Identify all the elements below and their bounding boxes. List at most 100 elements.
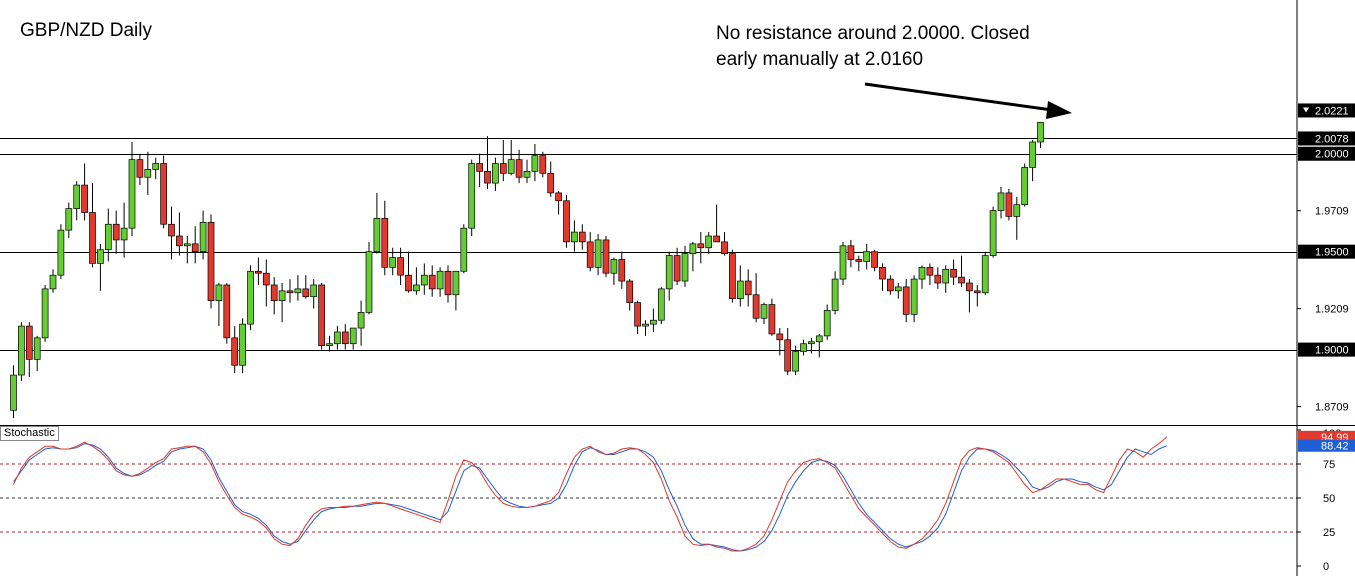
candle-body — [144, 169, 152, 178]
candle — [191, 226, 199, 264]
candle — [610, 257, 618, 285]
candle-body — [25, 325, 33, 360]
candle-body — [705, 235, 713, 249]
level-label: 2.0000 — [1315, 149, 1349, 161]
candle-body — [239, 323, 246, 366]
candle-body — [73, 184, 81, 209]
candle-body — [942, 268, 950, 284]
candle — [650, 308, 657, 332]
candle — [120, 202, 128, 258]
candle-body — [855, 259, 863, 262]
candle-body — [436, 270, 444, 290]
candle — [736, 265, 744, 307]
candle-body — [10, 374, 17, 411]
candle — [973, 284, 981, 307]
indicator-label: Stochastic — [0, 426, 59, 441]
candle — [452, 270, 460, 311]
candle — [499, 140, 507, 182]
candle — [112, 210, 120, 254]
candle-body — [152, 163, 160, 170]
candle-body — [800, 343, 807, 352]
candle — [673, 247, 681, 285]
candle-body — [926, 266, 934, 276]
candle-body — [1005, 192, 1013, 217]
candle — [231, 326, 239, 374]
candle — [10, 365, 17, 419]
candle — [586, 232, 594, 272]
candle — [57, 224, 65, 280]
level-label: 1.9000 — [1315, 345, 1349, 357]
candle-body — [689, 243, 697, 254]
candle — [294, 275, 302, 301]
candle — [239, 318, 246, 374]
candle-body — [104, 223, 112, 251]
candle-body — [902, 286, 910, 315]
candle — [104, 208, 112, 262]
candle-body — [871, 251, 878, 268]
candle-body — [444, 270, 452, 296]
candle-body — [768, 304, 776, 335]
candle-body — [515, 159, 523, 178]
candle — [484, 136, 491, 189]
candle-body — [389, 257, 397, 268]
candle-body — [191, 243, 199, 253]
candle — [89, 183, 96, 268]
candle — [310, 279, 318, 309]
candle-body — [18, 325, 25, 376]
candle — [752, 273, 760, 323]
candle-body — [1021, 167, 1029, 206]
stochastic-panel — [0, 436, 1297, 552]
candle — [397, 247, 404, 285]
annotation-text: No resistance around 2.0000. Closed earl… — [716, 21, 1096, 73]
candle — [492, 157, 499, 191]
candle — [476, 153, 483, 188]
candle — [800, 339, 807, 356]
candle-body — [373, 218, 381, 253]
candle — [839, 241, 847, 285]
candle — [531, 143, 539, 182]
candle — [926, 263, 934, 285]
candle-body — [547, 172, 555, 194]
candle — [784, 328, 792, 376]
stoch-k-line — [13, 443, 1168, 552]
candle — [365, 241, 373, 315]
candle-body — [523, 171, 531, 178]
candle — [594, 234, 602, 276]
candle-body — [286, 290, 294, 294]
candle — [168, 206, 175, 260]
candle-body — [89, 212, 96, 264]
candle — [278, 283, 286, 323]
candle — [563, 194, 570, 248]
candle — [223, 283, 231, 344]
candle-body — [657, 288, 665, 321]
candle-body — [713, 235, 720, 243]
candle — [871, 249, 878, 272]
candle — [318, 283, 325, 350]
chart-title: GBP/NZD Daily — [20, 20, 152, 41]
candle — [942, 265, 950, 293]
candle — [902, 279, 910, 323]
candle — [547, 161, 555, 197]
candle-body — [989, 210, 997, 256]
candle-body — [262, 272, 270, 286]
candle-body — [879, 266, 886, 280]
candle — [199, 210, 207, 260]
candle — [507, 140, 515, 176]
candle-body — [958, 276, 965, 284]
candle-body — [128, 159, 136, 229]
candle-body — [1029, 141, 1036, 168]
candle — [958, 255, 965, 287]
candle — [744, 269, 752, 307]
candle — [847, 239, 855, 268]
candle — [428, 265, 436, 297]
candle-body — [831, 278, 839, 311]
candle — [286, 279, 294, 303]
candle-body — [41, 288, 49, 339]
candle-body — [539, 155, 547, 174]
candle-body — [381, 218, 389, 268]
candle-body — [555, 192, 562, 202]
candle — [183, 236, 191, 264]
candle-body — [310, 284, 318, 298]
candle — [894, 283, 902, 299]
candle-body — [760, 304, 768, 319]
